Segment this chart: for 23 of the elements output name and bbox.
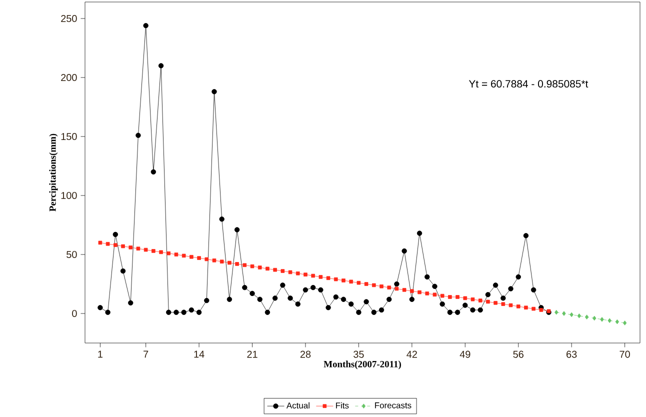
x-tick-label: 49 — [460, 350, 470, 358]
y-tick-label: 100 — [61, 192, 77, 200]
x-tick-label: 70 — [620, 350, 630, 358]
legend-label: Forecasts — [375, 402, 412, 408]
legend-label: Actual — [286, 402, 310, 408]
y-tick-label: 150 — [61, 132, 77, 140]
y-tick-label: 50 — [66, 250, 77, 258]
x-tick-label: 1 — [98, 350, 102, 358]
y-axis-title: Percipitations(mm) — [49, 134, 58, 212]
x-tick-label: 56 — [513, 350, 524, 358]
x-tick-label: 7 — [144, 350, 148, 358]
x-tick-label: 21 — [247, 350, 258, 358]
annotation: Yt = 60.7884 - 0.985085*t — [468, 80, 588, 88]
y-tick-label: 250 — [61, 14, 77, 22]
x-tick-label: 14 — [194, 350, 204, 358]
x-tick-label: 28 — [300, 350, 311, 358]
x-tick-label: 63 — [566, 350, 577, 358]
legend-label: Fits — [336, 402, 349, 408]
x-tick-label: 42 — [406, 350, 417, 358]
x-tick-label: 35 — [354, 350, 364, 358]
y-tick-label: 200 — [61, 74, 77, 82]
x-axis-title: Months(2007-2011) — [324, 360, 401, 370]
y-tick-label: 0 — [72, 310, 77, 318]
